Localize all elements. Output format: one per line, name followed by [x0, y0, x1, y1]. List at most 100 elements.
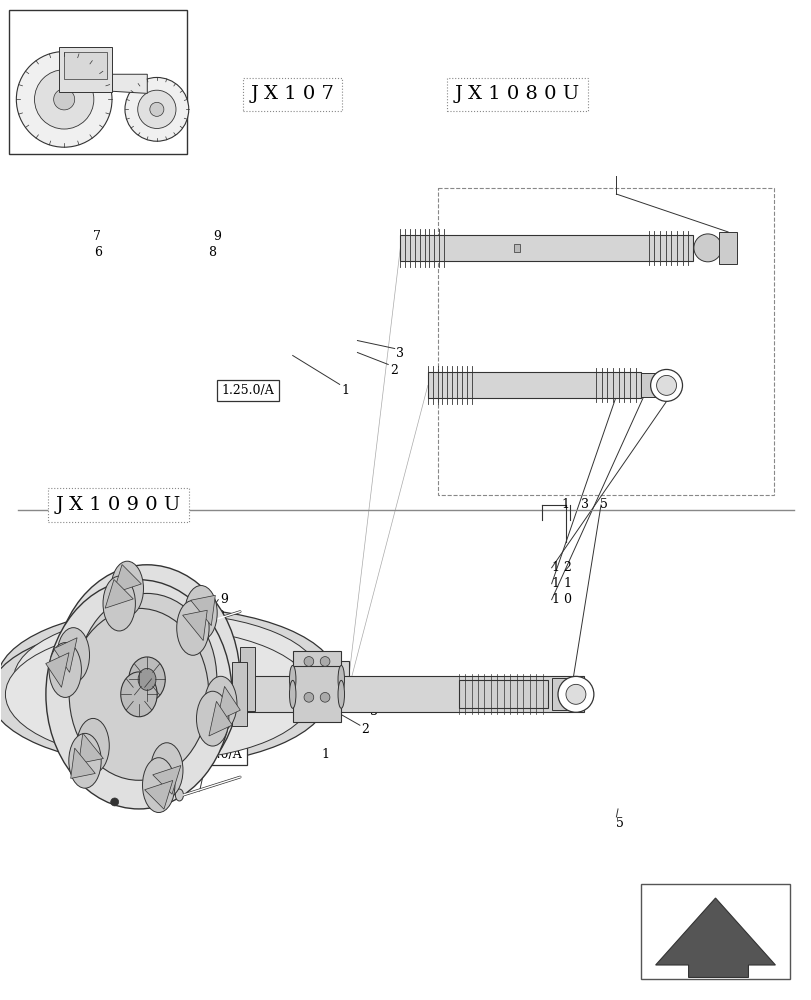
Circle shape [158, 615, 176, 633]
Ellipse shape [69, 733, 101, 788]
Text: 5: 5 [599, 498, 607, 511]
Polygon shape [79, 733, 103, 763]
Polygon shape [217, 686, 240, 721]
Circle shape [54, 89, 75, 110]
Bar [240, 647, 255, 711]
Text: 6: 6 [94, 246, 102, 259]
Ellipse shape [121, 672, 157, 717]
Circle shape [138, 90, 176, 128]
Text: 3: 3 [369, 705, 377, 718]
Bar [640, 373, 658, 397]
Text: 5: 5 [616, 817, 624, 830]
Circle shape [320, 657, 329, 666]
Bar [292, 666, 341, 722]
Circle shape [565, 684, 586, 704]
Bar [719, 232, 736, 264]
Bar [292, 651, 341, 707]
Circle shape [16, 52, 112, 147]
Text: 1.25.0/A: 1.25.0/A [189, 748, 242, 761]
Ellipse shape [77, 593, 217, 765]
Bar [551, 678, 570, 710]
Text: 9: 9 [213, 230, 221, 243]
Text: 8: 8 [216, 610, 224, 623]
Ellipse shape [103, 576, 135, 631]
Circle shape [303, 657, 313, 666]
Ellipse shape [6, 629, 312, 760]
Circle shape [163, 620, 171, 628]
Circle shape [110, 798, 118, 806]
Bar [232, 662, 247, 726]
Text: 1 1: 1 1 [551, 577, 571, 590]
Ellipse shape [46, 580, 232, 809]
Circle shape [35, 70, 94, 129]
Ellipse shape [54, 565, 240, 794]
Circle shape [150, 102, 164, 116]
Polygon shape [71, 748, 95, 778]
Bar [458, 680, 547, 708]
Circle shape [163, 785, 171, 793]
Ellipse shape [0, 608, 337, 751]
Bar [427, 372, 640, 398]
Ellipse shape [129, 657, 165, 702]
Ellipse shape [289, 680, 295, 708]
Ellipse shape [177, 600, 209, 655]
Text: 1 2: 1 2 [551, 561, 571, 574]
Ellipse shape [204, 676, 237, 731]
Bar [640, 884, 789, 979]
Polygon shape [191, 595, 215, 626]
Text: 8: 8 [208, 246, 216, 259]
Ellipse shape [150, 743, 182, 798]
Circle shape [125, 77, 188, 141]
Text: J X 1 0 7: J X 1 0 7 [251, 85, 334, 103]
Text: 1.25.0/A: 1.25.0/A [221, 384, 274, 397]
Circle shape [693, 234, 721, 262]
Text: 2: 2 [389, 364, 397, 377]
Circle shape [650, 369, 682, 401]
Ellipse shape [138, 668, 156, 690]
Polygon shape [182, 610, 207, 641]
Ellipse shape [337, 665, 344, 693]
Text: 1: 1 [560, 498, 569, 511]
Ellipse shape [143, 758, 174, 813]
Text: 3: 3 [580, 498, 588, 511]
Text: 1: 1 [341, 384, 349, 397]
Bar [155, 676, 583, 712]
Circle shape [158, 780, 176, 798]
Ellipse shape [175, 624, 183, 636]
Bar [438, 188, 773, 495]
Bar [163, 661, 349, 697]
Text: J X 1 0 9 0 U: J X 1 0 9 0 U [56, 496, 181, 514]
Text: 1: 1 [320, 748, 328, 761]
Text: 9: 9 [220, 593, 227, 606]
Ellipse shape [49, 643, 81, 697]
Polygon shape [54, 638, 77, 672]
Ellipse shape [175, 789, 183, 801]
Ellipse shape [337, 680, 344, 708]
Polygon shape [208, 701, 232, 736]
Polygon shape [654, 898, 775, 977]
Text: 7: 7 [97, 594, 105, 607]
Circle shape [656, 375, 676, 395]
Bar [64, 52, 107, 79]
Text: 3: 3 [396, 347, 404, 360]
Ellipse shape [196, 691, 229, 746]
Text: 1 0: 1 0 [551, 593, 571, 606]
Ellipse shape [69, 608, 208, 780]
Text: 6: 6 [98, 610, 106, 623]
Text: 2: 2 [361, 723, 369, 736]
Polygon shape [113, 565, 141, 593]
Polygon shape [152, 766, 181, 794]
Circle shape [557, 676, 593, 712]
Circle shape [303, 692, 313, 702]
Bar [10, 10, 187, 154]
Circle shape [110, 632, 118, 640]
Ellipse shape [185, 586, 217, 640]
Ellipse shape [0, 623, 328, 766]
Ellipse shape [289, 665, 295, 693]
Bar [513, 244, 520, 252]
Ellipse shape [14, 614, 320, 745]
Ellipse shape [111, 561, 144, 616]
Circle shape [320, 692, 329, 702]
Bar [400, 235, 693, 261]
Polygon shape [105, 579, 133, 608]
